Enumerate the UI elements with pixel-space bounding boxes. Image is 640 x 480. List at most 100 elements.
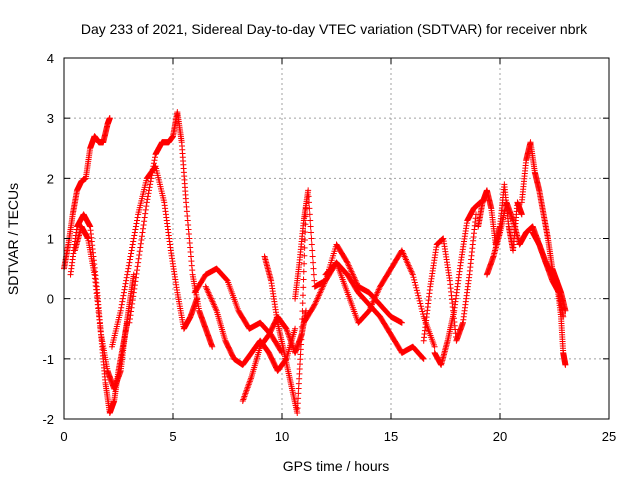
data-point xyxy=(119,298,126,305)
y-tick-label: 3 xyxy=(47,111,54,126)
data-point xyxy=(299,292,306,299)
data-point xyxy=(299,300,306,307)
data-point xyxy=(300,284,307,291)
data-point xyxy=(125,262,132,269)
data-point xyxy=(130,293,137,300)
y-tick-label: -2 xyxy=(42,412,54,427)
x-tick-label: 5 xyxy=(169,429,176,444)
data-point xyxy=(417,300,424,307)
y-tick-label: -1 xyxy=(42,352,54,367)
x-tick-labels: 0 5 10 15 20 25 xyxy=(60,429,616,444)
data-point xyxy=(117,307,124,314)
data-point xyxy=(518,211,525,218)
data-point xyxy=(151,157,158,164)
y-tick-label: 4 xyxy=(47,51,54,66)
data-point xyxy=(562,307,569,314)
data-point xyxy=(308,229,315,236)
data-point xyxy=(301,237,308,244)
data-point xyxy=(209,343,216,350)
data-point xyxy=(141,214,148,221)
chart-title: Day 233 of 2021, Sidereal Day-to-day VTE… xyxy=(81,21,588,37)
data-point xyxy=(143,199,150,206)
data-point xyxy=(128,308,135,315)
series-track xyxy=(292,187,405,326)
data-point xyxy=(123,274,130,281)
data-point xyxy=(332,260,339,267)
data-point xyxy=(122,283,129,290)
data-point xyxy=(126,256,133,263)
series-track xyxy=(529,229,569,368)
data-point xyxy=(147,178,154,185)
data-point xyxy=(129,300,136,307)
y-tick-label: 2 xyxy=(47,171,54,186)
data-point xyxy=(122,280,129,287)
data-point xyxy=(130,271,137,278)
data-point xyxy=(126,319,133,326)
data-point xyxy=(136,252,143,259)
data-point xyxy=(301,260,308,267)
data-point xyxy=(132,226,139,233)
data-point xyxy=(137,244,144,251)
data-point xyxy=(118,304,125,311)
data-point xyxy=(136,248,143,255)
data-point xyxy=(119,295,126,302)
data-point xyxy=(129,297,136,304)
data-point xyxy=(416,297,423,304)
data-point xyxy=(292,325,299,332)
data-point xyxy=(152,154,159,161)
data-point xyxy=(307,223,314,230)
data-point xyxy=(125,265,132,272)
data-point xyxy=(141,218,148,225)
data-point xyxy=(147,181,154,188)
data-point xyxy=(414,290,421,297)
x-tick-label: 0 xyxy=(60,429,67,444)
series-track xyxy=(322,247,438,350)
data-point xyxy=(146,184,153,191)
data-point xyxy=(128,250,135,257)
data-point xyxy=(308,235,315,242)
data-point xyxy=(142,210,149,217)
data-point xyxy=(149,169,156,176)
series-track xyxy=(61,115,113,272)
data-point xyxy=(411,279,418,286)
data-point xyxy=(419,308,426,315)
data-point xyxy=(420,355,427,362)
data-point xyxy=(306,211,313,218)
data-point xyxy=(300,276,307,283)
data-point xyxy=(148,172,155,179)
data-point xyxy=(142,206,149,213)
data-point xyxy=(126,259,133,266)
data-point xyxy=(130,235,137,242)
data-point xyxy=(398,319,405,326)
data-point xyxy=(132,274,139,281)
data-point xyxy=(129,241,136,248)
x-tick-label: 10 xyxy=(275,429,289,444)
data-point xyxy=(308,241,315,248)
data-point xyxy=(138,237,145,244)
data-point xyxy=(129,244,136,251)
data-point xyxy=(311,277,318,284)
data-point xyxy=(411,276,418,283)
data-point xyxy=(420,355,427,362)
data-point xyxy=(143,203,150,210)
data-point xyxy=(133,220,140,227)
data-point xyxy=(130,238,137,245)
y-tick-label: 0 xyxy=(47,292,54,307)
data-point xyxy=(131,232,138,239)
series-track xyxy=(126,109,216,350)
data-point xyxy=(121,286,128,293)
data-point xyxy=(146,187,153,194)
data-point xyxy=(223,276,230,283)
data-point xyxy=(134,214,141,221)
data-point xyxy=(310,271,317,278)
series-track xyxy=(261,205,309,416)
data-point xyxy=(305,199,312,206)
data-point xyxy=(409,271,416,278)
data-point xyxy=(134,267,141,274)
data-point xyxy=(135,259,142,266)
data-point xyxy=(132,278,139,285)
data-point xyxy=(309,247,316,254)
data-point xyxy=(132,223,139,230)
data-point xyxy=(131,282,138,289)
